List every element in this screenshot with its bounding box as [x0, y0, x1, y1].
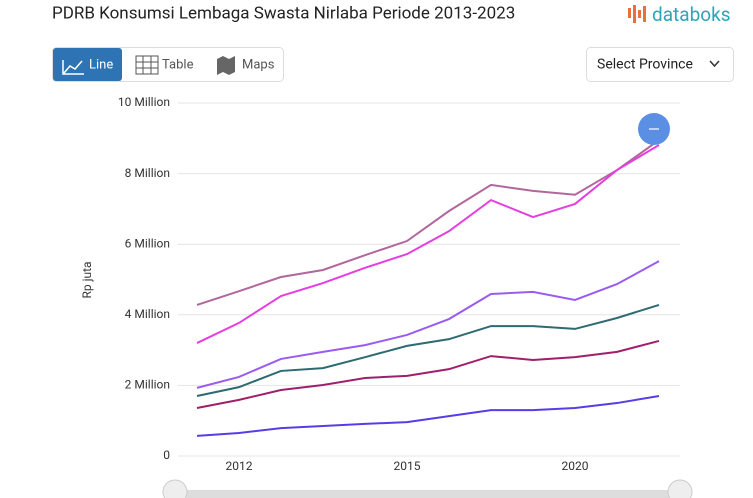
- series-line: [196, 139, 660, 306]
- y-tick-label: 6 Million: [125, 236, 170, 250]
- series-line: [196, 260, 660, 389]
- icon-map: [217, 56, 235, 75]
- tab-line[interactable]: Line: [89, 57, 113, 72]
- logo: databoks: [628, 3, 731, 26]
- select-arrow: [709, 60, 720, 68]
- series-line: [196, 339, 660, 409]
- x-tick-label: 2020: [562, 459, 589, 473]
- y-tick-label: 4 Million: [125, 307, 170, 321]
- icon-line: [62, 60, 84, 75]
- y-tick-label: 8 Million: [125, 166, 170, 180]
- slider-handle[interactable]: [667, 479, 693, 498]
- province-select[interactable]: [586, 47, 734, 82]
- y-axis-label: Rp juta: [80, 261, 94, 298]
- range-slider[interactable]: [175, 490, 680, 498]
- tab-active[interactable]: [53, 48, 122, 81]
- chart-title: PDRB Konsumsi Lembaga Swasta Nirlaba Per…: [52, 3, 515, 23]
- series-line: [196, 303, 660, 397]
- series-line: [196, 144, 660, 344]
- x-tick-label: 2012: [226, 459, 253, 473]
- y-tick-label: 10 Million: [118, 95, 170, 109]
- select-text: Select Province: [597, 57, 693, 73]
- tab-table[interactable]: Table: [162, 57, 194, 72]
- y-tick-label: 2 Million: [125, 378, 170, 392]
- tab-maps[interactable]: Maps: [242, 57, 275, 72]
- icon-table: [135, 55, 159, 75]
- y-tick-label: 0: [163, 448, 170, 462]
- logo-text: databoks: [652, 3, 731, 26]
- x-tick-label: 2015: [394, 459, 421, 473]
- slider-handle[interactable]: [162, 479, 188, 498]
- series-line: [196, 395, 660, 437]
